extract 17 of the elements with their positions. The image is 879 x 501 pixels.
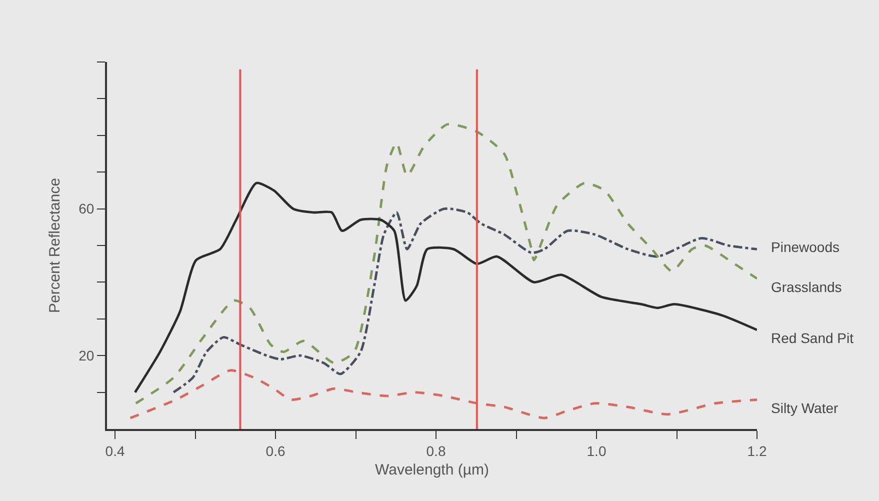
y-tick-label: 60 bbox=[78, 200, 94, 217]
x-tick-label: 1.0 bbox=[586, 442, 606, 459]
y-tick-label: 20 bbox=[78, 348, 94, 364]
x-tick-label: 1.2 bbox=[747, 442, 767, 459]
series-label: Silty Water bbox=[771, 400, 838, 416]
series-label: Red Sand Pit bbox=[771, 330, 854, 346]
x-tick-label: 0.6 bbox=[266, 442, 286, 459]
series-label: Grasslands bbox=[771, 279, 842, 295]
y-axis-title: Percent Reflectance bbox=[46, 178, 64, 314]
x-tick-label: 0.8 bbox=[426, 442, 446, 459]
line-series bbox=[134, 182, 757, 394]
line-series bbox=[129, 369, 757, 420]
line-series bbox=[172, 208, 757, 394]
x-tick-label: 0.4 bbox=[105, 442, 125, 459]
line-series bbox=[134, 123, 757, 405]
x-axis-title: Wavelength (µm) bbox=[375, 461, 489, 478]
series-label: Pinewoods bbox=[771, 239, 840, 255]
